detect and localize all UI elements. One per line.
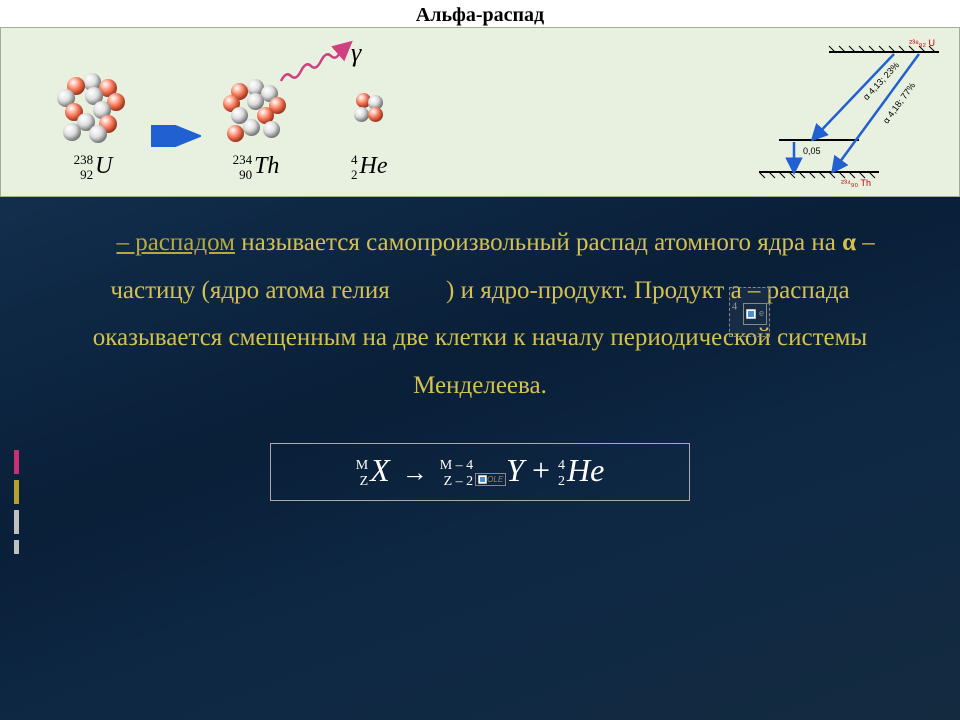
ole-placeholder-formula: OLE	[475, 455, 506, 492]
he-z: 2	[351, 168, 358, 182]
f-mid-bot: Z – 2	[440, 474, 473, 489]
accent-1	[14, 450, 19, 474]
definition-text: – распадом называется самопроизвольный р…	[0, 197, 960, 419]
nucleus-uranium: 23892U	[55, 69, 131, 182]
ole-placeholder-he: 4 e	[729, 287, 770, 337]
f-arrow: →	[402, 458, 428, 487]
nucleus-thorium: 23490Th	[221, 75, 291, 182]
f-rhs-sym: He	[567, 452, 604, 488]
accent-3	[14, 510, 19, 534]
f-lhs-sym: X	[370, 452, 390, 488]
accent-2	[14, 480, 19, 504]
gamma-label: γ	[351, 38, 361, 68]
u-z: 92	[74, 168, 94, 182]
u-symbol: U	[95, 153, 112, 179]
f-rhs-top: 4	[558, 458, 565, 473]
f-lhs-top: M	[356, 458, 368, 473]
f-lhs-bot: Z	[356, 474, 368, 489]
alpha-symbol: α	[842, 229, 856, 256]
nucleus-helium: 42He	[351, 91, 387, 182]
decay-formula: MZX → M – 4Z – 2OLEY + 42He	[270, 443, 690, 501]
f-plus: +	[532, 452, 550, 488]
energy-level-diagram: ²³⁸₉₂ U ²³⁴₉₀ Th α 4,13; 23% α 4,18; 77%…	[759, 40, 939, 190]
th-mass: 234	[233, 153, 253, 167]
title: Альфа-распад	[0, 0, 960, 27]
th-z: 90	[233, 168, 253, 182]
u-mass: 238	[74, 153, 94, 167]
gamma-wave	[271, 36, 361, 86]
decay-link: – распадом	[116, 229, 234, 256]
he-mass: 4	[351, 153, 358, 167]
ed-gamma: 0,05	[803, 146, 821, 156]
ed-bot-label: ²³⁴₉₀ Th	[841, 178, 871, 188]
arrow-1	[151, 125, 201, 152]
f-mid-top: M – 4	[440, 458, 473, 473]
f-mid-sym: Y	[506, 452, 524, 488]
accent-4	[14, 540, 19, 554]
text-a: называется самопроизвольный распад атомн…	[235, 229, 842, 256]
f-rhs-bot: 2	[558, 474, 565, 489]
decay-diagram: 23892U 23490Th	[0, 27, 960, 197]
he-symbol: He	[360, 153, 388, 179]
sidebar-accent	[14, 450, 19, 560]
ed-top-label: ²³⁸₉₂ U	[909, 38, 935, 48]
th-symbol: Th	[254, 153, 279, 179]
